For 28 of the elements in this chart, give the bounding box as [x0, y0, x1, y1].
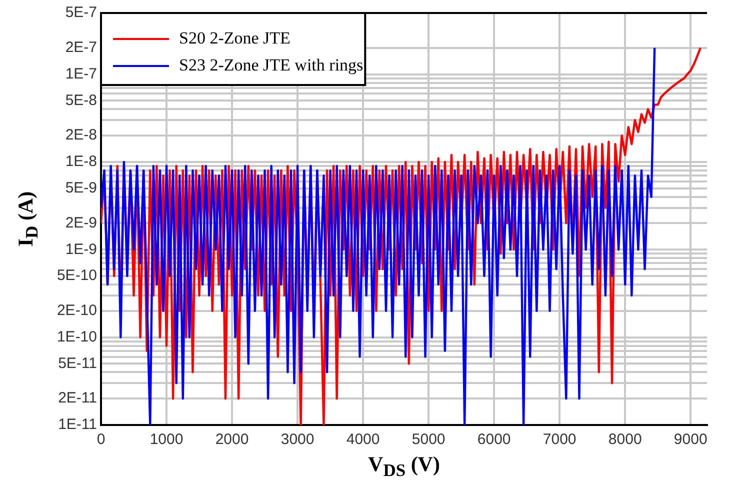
- y-tick-label: 5E-9: [65, 180, 97, 196]
- y-tick-label: 1E-10: [56, 328, 97, 346]
- y-tick-label: 1E-9: [65, 240, 97, 258]
- y-tick-label: 2E-10: [56, 302, 97, 320]
- y-tick-label: 2E-7: [65, 39, 97, 56]
- x-tick-label: 9000: [674, 431, 708, 448]
- x-tick-label: 8000: [608, 431, 642, 448]
- x-tick-label: 4000: [346, 431, 380, 448]
- legend-label: S20 2-Zone JTE: [179, 28, 290, 48]
- y-tick-label: 5E-11: [58, 354, 97, 372]
- x-tick-label: 6000: [477, 431, 511, 448]
- x-axis-title: V$_{DS}$ (V): [367, 452, 441, 482]
- y-tick-label: 5E-8: [65, 92, 97, 109]
- x-tick-label: 1000: [150, 431, 184, 448]
- y-tick-label: 2E-8: [65, 126, 97, 144]
- y-tick-label: 1E-7: [65, 65, 97, 82]
- x-tick-label: 7000: [542, 431, 576, 448]
- x-tick-label: 5000: [412, 431, 446, 448]
- x-tick-label: 0: [96, 431, 106, 448]
- legend-label: S23 2-Zone JTE with rings: [179, 55, 364, 74]
- y-tick-label: 2E-11: [58, 390, 97, 407]
- x-tick-label: 3000: [280, 431, 314, 448]
- y-tick-label: 2E-9: [65, 214, 97, 232]
- y-tick-label: 1E-11: [58, 416, 97, 434]
- y-tick-label: 5E-10: [56, 267, 97, 284]
- y-tick-label: 1E-8: [65, 153, 97, 170]
- y-tick-label: 5E-7: [65, 4, 97, 22]
- x-tick-label: 2000: [215, 431, 249, 448]
